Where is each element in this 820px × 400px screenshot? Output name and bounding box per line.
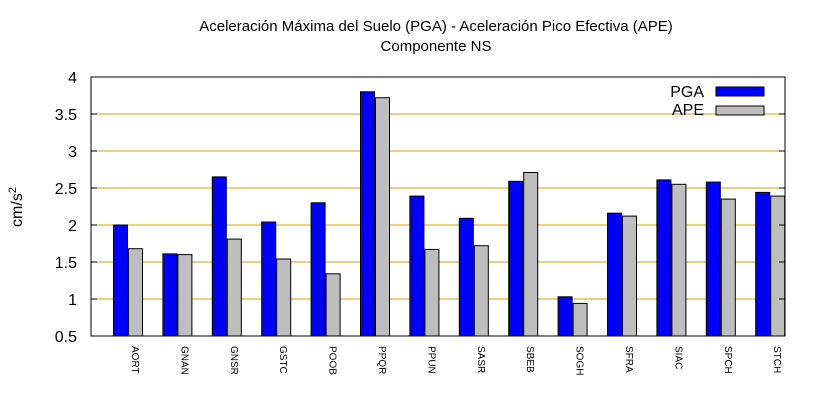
bar-pga-spch: [705, 181, 721, 337]
plot-area-frame: [90, 76, 786, 337]
x-tick-label: GSTC: [277, 346, 288, 374]
bar-pga-sfra: [607, 212, 622, 337]
x-tick-label: SFRA: [623, 346, 634, 373]
bar-ape-sasr: [473, 245, 489, 337]
x-axis-ticks: AORT GNAN GNSR GSTC POOB PPQR PPUN SASR SBEB SOGH…: [129, 346, 782, 375]
legend-label-ape: APE: [672, 102, 704, 119]
legend-item-ape: APE: [672, 102, 765, 119]
bar-ape-gnan: [177, 254, 193, 337]
bar-pga-gnsr: [211, 176, 227, 337]
bar-ape-spch: [720, 198, 736, 337]
bars: [113, 91, 786, 337]
bar-pga-siac: [656, 179, 672, 337]
y-tick-label: 2.5: [55, 181, 77, 198]
x-tick-label: SOGH: [574, 346, 585, 375]
bar-ape-siac: [671, 183, 687, 337]
bar-ape-stch: [770, 195, 786, 337]
bar-ape-sogh: [572, 302, 588, 337]
bar-ape-sbeb: [523, 172, 539, 337]
bar-pga-sogh: [557, 296, 573, 337]
bar-pga-ppqr: [360, 91, 375, 337]
x-tick-label: AORT: [129, 346, 140, 374]
bar-ape-poob: [325, 273, 341, 337]
y-tick-label: 1.5: [55, 255, 77, 272]
bar-ape-gnsr: [226, 238, 242, 337]
y-tick-label: 3: [68, 144, 77, 161]
y-tick-label: 3.5: [55, 107, 77, 124]
legend-swatch-ape: [715, 105, 765, 116]
legend-label-pga: PGA: [670, 84, 704, 101]
x-tick-label: PPUN: [425, 346, 436, 374]
legend-swatch-pga: [715, 86, 765, 97]
bar-pga-gstc: [261, 221, 277, 337]
y-tick-label: 0.5: [55, 329, 77, 346]
bar-pga-ppun: [409, 195, 425, 337]
x-tick-label: GNSR: [228, 346, 239, 375]
y-tick-label: 2: [68, 218, 77, 235]
x-tick-label: POOB: [327, 346, 338, 375]
y-axis-label-unit: cm/s: [9, 193, 26, 227]
x-tick-label: GNAN: [178, 346, 189, 375]
bar-ape-gstc: [276, 258, 292, 337]
bar-ape-ppun: [424, 248, 440, 337]
bar-pga-stch: [755, 191, 771, 337]
y-axis-label-exponent: 2: [7, 187, 19, 193]
y-axis-ticks: 0.5 1 1.5 2 2.5 3 3.5 4: [55, 70, 785, 346]
x-tick-label: SPCH: [722, 346, 733, 374]
y-tick-label: 4: [68, 70, 77, 87]
x-tick-label: SBEB: [524, 346, 535, 373]
y-tick-label: 1: [68, 292, 77, 309]
legend-item-pga: PGA: [670, 84, 765, 101]
bar-pga-sasr: [458, 217, 474, 337]
chart-title: Aceleración Máxima del Suelo (PGA) - Ace…: [199, 18, 673, 35]
bar-ape-aort: [128, 248, 143, 337]
x-tick-label: STCH: [771, 346, 782, 373]
legend: PGA APE: [670, 84, 765, 119]
chart-subtitle: Componente NS: [381, 38, 492, 55]
bar-pga-sbeb: [508, 180, 524, 337]
y-axis-label: cm/s2: [7, 187, 26, 227]
bar-ape-sfra: [622, 215, 637, 337]
bar-pga-gnan: [162, 253, 178, 337]
bar-ape-ppqr: [375, 97, 390, 337]
x-tick-label: SIAC: [672, 346, 683, 369]
x-tick-label: PPQR: [376, 346, 387, 374]
bar-pga-aort: [113, 224, 128, 337]
bar-pga-poob: [310, 202, 326, 337]
x-tick-label: SASR: [475, 346, 486, 373]
